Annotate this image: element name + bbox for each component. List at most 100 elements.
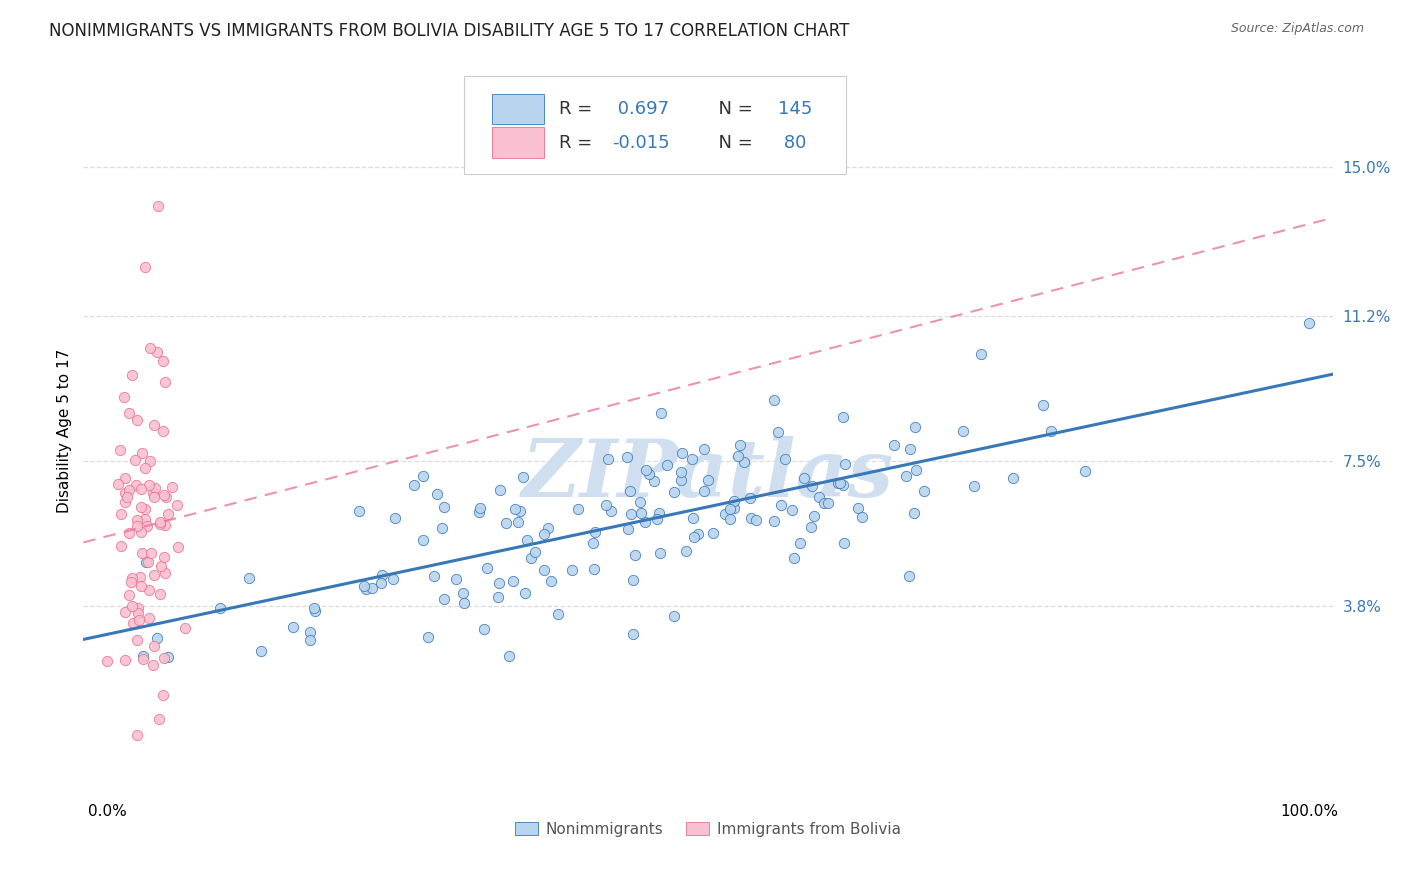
Point [718, 501, 741, 516]
Point [620, 508, 643, 522]
Point [621, 573, 644, 587]
Point [146, 344, 169, 359]
Point [650, 407, 672, 421]
Point [547, 607, 569, 622]
Point [156, 649, 179, 664]
Text: N =: N = [707, 134, 758, 152]
Point [697, 474, 720, 488]
Point [832, 409, 855, 424]
Point [152, 550, 174, 565]
Point [763, 515, 786, 529]
Point [740, 491, 762, 506]
Point [817, 496, 839, 510]
Point [537, 521, 560, 535]
Point [139, 546, 162, 560]
Point [846, 501, 869, 516]
Point [426, 486, 449, 500]
Point [800, 520, 823, 534]
Point [148, 712, 170, 726]
Point [740, 511, 762, 525]
Point [138, 611, 160, 625]
Point [793, 471, 815, 485]
Point [675, 544, 697, 558]
Point [160, 480, 183, 494]
Point [468, 500, 491, 515]
Point [718, 512, 741, 526]
Point [404, 478, 426, 492]
Point [488, 483, 510, 498]
Point [121, 368, 143, 383]
Point [146, 631, 169, 645]
Point [671, 473, 693, 487]
Point [745, 513, 768, 527]
Point [433, 591, 456, 606]
Point [669, 465, 692, 479]
Point [582, 561, 605, 575]
Point [142, 486, 165, 500]
Point [153, 566, 176, 580]
Point [152, 424, 174, 438]
Point [515, 586, 537, 600]
Point [773, 452, 796, 467]
Point [904, 420, 927, 434]
Point [595, 498, 617, 512]
Point [648, 546, 671, 560]
Point [108, 442, 131, 457]
Point [1039, 424, 1062, 438]
Point [166, 498, 188, 512]
Point [304, 604, 326, 618]
Point [963, 479, 986, 493]
Point [153, 651, 176, 665]
Point [118, 588, 141, 602]
Text: ZIPatlas: ZIPatlas [522, 436, 894, 514]
Point [422, 569, 444, 583]
Point [114, 471, 136, 485]
Point [298, 632, 321, 647]
Text: NONIMMIGRANTS VS IMMIGRANTS FROM BOLIVIA DISABILITY AGE 5 TO 17 CORRELATION CHAR: NONIMMIGRANTS VS IMMIGRANTS FROM BOLIVIA… [49, 22, 849, 40]
Point [647, 512, 669, 526]
Point [135, 555, 157, 569]
Point [533, 527, 555, 541]
Point [381, 572, 404, 586]
Point [762, 392, 785, 407]
Point [121, 599, 143, 613]
Point [540, 574, 562, 589]
Point [616, 450, 638, 464]
Point [883, 437, 905, 451]
Point [898, 442, 921, 456]
Point [129, 579, 152, 593]
Point [583, 525, 606, 540]
Point [238, 571, 260, 585]
Text: -0.015: -0.015 [612, 134, 669, 152]
Point [139, 454, 162, 468]
Point [807, 491, 830, 505]
Point [129, 500, 152, 514]
Point [416, 630, 439, 644]
Point [148, 199, 170, 213]
Point [475, 561, 498, 575]
Point [519, 551, 541, 566]
Point [174, 621, 197, 635]
Point [727, 449, 749, 463]
Point [567, 501, 589, 516]
Point [693, 483, 716, 498]
Point [115, 490, 138, 504]
Point [155, 490, 177, 504]
Point [166, 540, 188, 554]
Point [782, 503, 804, 517]
Point [129, 569, 152, 583]
Point [683, 530, 706, 544]
Point [831, 478, 853, 492]
Point [671, 446, 693, 460]
Point [134, 260, 156, 275]
Text: 80: 80 [778, 134, 807, 152]
Point [299, 624, 322, 639]
Point [803, 509, 825, 524]
Point [384, 510, 406, 524]
Point [681, 452, 703, 467]
Point [412, 533, 434, 548]
Point [131, 652, 153, 666]
Point [138, 478, 160, 492]
Point [127, 413, 149, 427]
Point [114, 605, 136, 619]
